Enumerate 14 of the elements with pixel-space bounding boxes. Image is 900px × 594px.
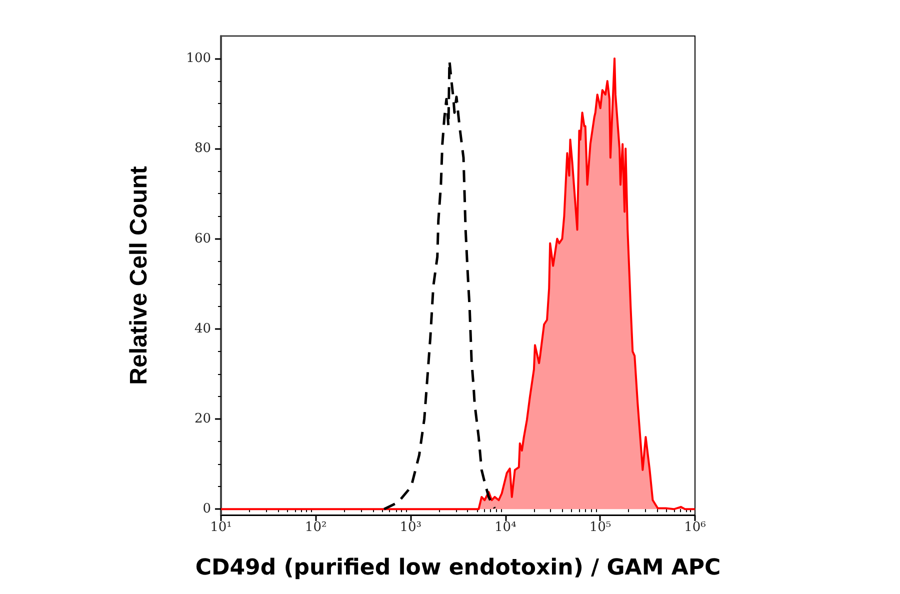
y-tick-label: 80 <box>194 141 211 156</box>
y-axis-title: Relative Cell Count <box>126 166 152 385</box>
y-tick-label: 100 <box>186 51 211 66</box>
y-tick-label: 40 <box>194 321 211 336</box>
x-tick-label: 10⁶ <box>684 520 706 535</box>
x-tick-label: 10³ <box>400 520 422 535</box>
y-tick-label: 0 <box>202 502 211 517</box>
x-axis-title: CD49d (purified low endotoxin) / GAM APC <box>195 556 721 580</box>
x-tick-label: 10⁵ <box>589 520 612 535</box>
x-tick-label: 10² <box>304 520 327 535</box>
x-tick-label: 10⁴ <box>494 520 516 535</box>
y-tick-label: 20 <box>194 412 211 427</box>
y-tick-label: 60 <box>194 231 211 246</box>
x-tick-label: 10¹ <box>210 520 232 535</box>
